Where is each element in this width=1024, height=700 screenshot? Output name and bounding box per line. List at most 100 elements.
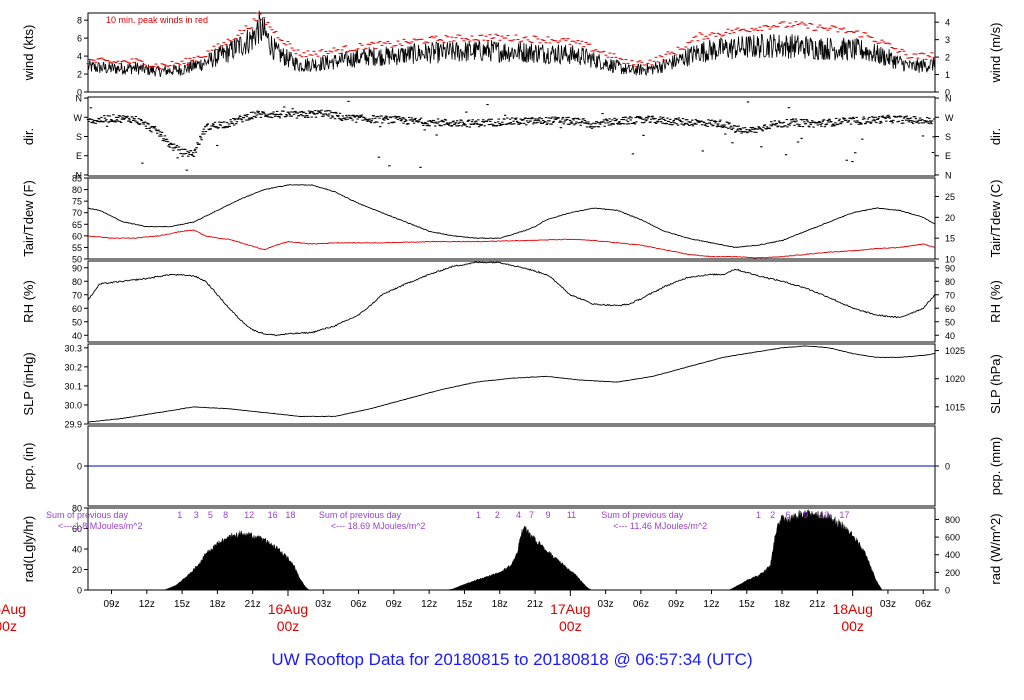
wind-tick-label-right: 2 xyxy=(945,53,950,63)
dir-tick-label-right: N xyxy=(945,170,952,180)
wind-plot-area xyxy=(86,10,936,77)
x-tick-label: 09z xyxy=(386,599,402,610)
rh-ylabel-right: RH (%) xyxy=(988,280,1003,323)
rad-tick-label-left: 80 xyxy=(72,504,82,514)
x-tick-label: 12z xyxy=(421,599,437,610)
radiation-hour-mark: 1 xyxy=(177,510,182,520)
radiation-hour-mark: 6 xyxy=(785,510,790,520)
rad-tick-label-right: 600 xyxy=(945,533,960,543)
x-tick-label: 18z xyxy=(492,599,508,610)
radiation-sum-value: <--- 18.69 MJoules/m^2 xyxy=(331,521,426,531)
slp-tick-label-left: 30.1 xyxy=(64,381,82,391)
temp-tick-label-right: 20 xyxy=(945,213,955,223)
pcp-ylabel-right: pcp. (mm) xyxy=(988,437,1003,496)
temp-tick-label-left: 55 xyxy=(72,243,82,253)
radiation-hour-mark: 3 xyxy=(194,510,199,520)
x-tick-label: 15z xyxy=(174,599,190,610)
x-tick-label: 12z xyxy=(139,599,155,610)
temp-tick-label-right: 10 xyxy=(945,255,955,265)
wind-tick-label-left: 2 xyxy=(77,70,82,80)
rad-plot-area xyxy=(164,509,883,591)
rad-tick-label-right: 200 xyxy=(945,568,960,578)
temp-tick-label-left: 80 xyxy=(72,185,82,195)
pcp-tick-label-left: 0 xyxy=(77,462,82,472)
x-tick-label: 15z xyxy=(739,599,755,610)
wind-peak-annotation: 10 min. peak winds in red xyxy=(106,15,208,25)
radiation-sum-label: Sum of previous day xyxy=(46,510,129,520)
x-tick-label: 18z xyxy=(209,599,225,610)
pcp-ylabel-left: pcp. (in) xyxy=(21,443,36,490)
dir-tick-label-left: W xyxy=(74,113,83,123)
rh-tick-label-left: 60 xyxy=(72,304,82,314)
rad-tick-label-right: 800 xyxy=(945,515,960,525)
temp-tick-label-left: 70 xyxy=(72,208,82,218)
dir-panel-frame xyxy=(87,96,936,177)
x-tick-label: 03z xyxy=(880,599,896,610)
tair-series xyxy=(87,184,936,249)
x-tick-label: 18z xyxy=(774,599,790,610)
rad-tick-label-right: 400 xyxy=(945,550,960,560)
radiation-rad_day2 xyxy=(446,525,592,591)
rh-tick-label-right: 60 xyxy=(945,304,955,314)
wind-tick-label-left: 4 xyxy=(77,52,82,62)
radiation-hour-mark: 7 xyxy=(529,510,534,520)
slp-tick-label-left: 30.2 xyxy=(64,362,82,372)
rh-tick-label-right: 50 xyxy=(945,317,955,327)
radiation-rad_day1 xyxy=(164,530,311,591)
rh-tick-label-right: 40 xyxy=(945,331,955,341)
pcp-tick-label-right: 0 xyxy=(945,462,950,472)
rad-tick-label-left: 0 xyxy=(77,586,82,596)
dir-ylabel-left: dir. xyxy=(21,128,36,145)
wind-panel-frame xyxy=(87,12,936,93)
temp-tick-label-right: 25 xyxy=(945,192,955,202)
dir-tick-label-right: W xyxy=(945,113,954,123)
temp-tick-label-left: 85 xyxy=(72,174,82,184)
wind-tick-label-right: 1 xyxy=(945,70,950,80)
temp-panel-frame xyxy=(87,177,936,260)
radiation-hour-mark: 17 xyxy=(839,510,849,520)
slp-tick-label-right: 1020 xyxy=(945,374,965,384)
radiation-sum-label: Sum of previous day xyxy=(319,510,402,520)
footer-title: UW Rooftop Data for 20180815 to 20180818… xyxy=(271,650,753,669)
slp-tick-label-right: 1025 xyxy=(945,346,965,356)
dir-tick-label-left: E xyxy=(76,151,82,161)
x-date-label: 16Aug xyxy=(268,601,308,617)
slp-tick-label-left: 30.3 xyxy=(64,343,82,353)
slp-tick-label-left: 29.9 xyxy=(64,420,82,430)
radiation-hour-mark: 5 xyxy=(208,510,213,520)
slp-ylabel-right: SLP (hPa) xyxy=(988,354,1003,414)
x-date-hour: 00z xyxy=(559,618,582,634)
x-tick-label: 06z xyxy=(351,599,367,610)
rh-tick-label-left: 70 xyxy=(72,290,82,300)
temp-ylabel-right: Tair/Tdew (C) xyxy=(988,179,1003,257)
dir-tick-label-right: E xyxy=(945,151,951,161)
x-date-hour: 00z xyxy=(277,618,300,634)
x-tick-label: 21z xyxy=(245,599,261,610)
rad-tick-label-left: 20 xyxy=(72,565,82,575)
rad-tick-label-left: 60 xyxy=(72,524,82,534)
x-tick-label: 15z xyxy=(456,599,472,610)
radiation-hour-mark: 18 xyxy=(285,510,295,520)
dir-tick-label-left: N xyxy=(76,94,83,104)
x-tick-label: 03z xyxy=(315,599,331,610)
radiation-hour-mark: 8 xyxy=(223,510,228,520)
x-date-label: 18Aug xyxy=(832,601,872,617)
rad-tick-label-left: 40 xyxy=(72,545,82,555)
x-tick-label: 06z xyxy=(633,599,649,610)
radiation-hour-mark: 11 xyxy=(567,510,576,520)
rad-ylabel-right: rad (W/m^2) xyxy=(988,513,1003,584)
rh-tick-label-right: 80 xyxy=(945,277,955,287)
temp-ylabel-left: Tair/Tdew (F) xyxy=(21,180,36,257)
rh-tick-label-left: 50 xyxy=(72,317,82,327)
radiation-hour-mark: 13 xyxy=(819,510,829,520)
dir-plot-area xyxy=(86,100,936,171)
slp-series xyxy=(87,345,935,423)
dir-tick-label-left: N xyxy=(76,170,83,180)
wind-ylabel-right: wind (m/s) xyxy=(988,23,1003,84)
x-tick-label: 12z xyxy=(703,599,719,610)
wind-speed-series xyxy=(87,10,936,77)
temp-plot-area xyxy=(87,184,936,259)
radiation-hour-mark: 4 xyxy=(516,510,521,520)
x-date-label: 15Aug xyxy=(0,601,26,617)
